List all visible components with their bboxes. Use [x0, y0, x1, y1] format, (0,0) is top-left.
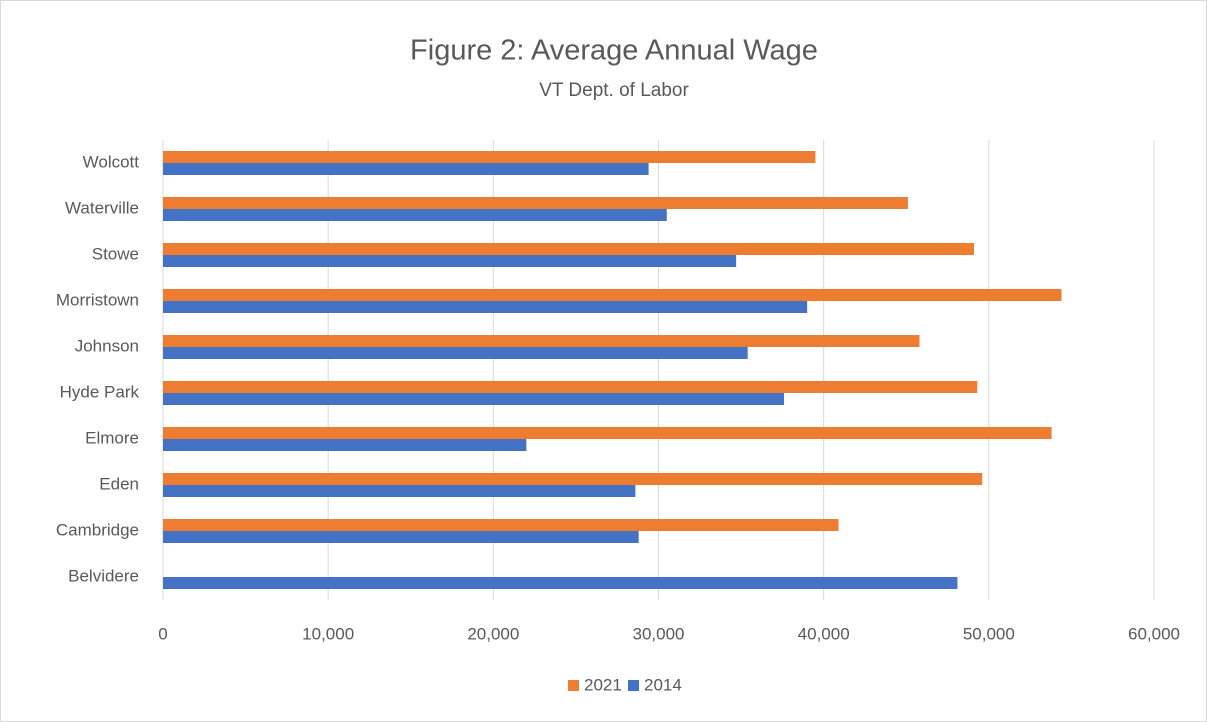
- bar: [163, 393, 785, 405]
- legend-swatch: [628, 680, 639, 691]
- y-tick-label: Johnson: [75, 336, 139, 355]
- legend-label: 2021: [584, 675, 622, 694]
- y-tick-label: Morristown: [56, 290, 139, 309]
- y-tick-label: Hyde Park: [60, 382, 140, 401]
- bar: [163, 531, 639, 543]
- legend-label: 2014: [644, 675, 682, 694]
- bar: [163, 197, 908, 209]
- bar: [163, 427, 1052, 439]
- bar: [163, 381, 978, 393]
- x-tick-label: 10,000: [302, 624, 354, 643]
- x-tick-label: 60,000: [1128, 624, 1180, 643]
- chart-subtitle: VT Dept. of Labor: [539, 80, 689, 101]
- y-tick-label: Belvidere: [68, 566, 139, 585]
- bar: [163, 347, 748, 359]
- y-tick-label: Waterville: [65, 198, 139, 217]
- bar: [163, 301, 808, 313]
- bar: [163, 209, 667, 221]
- y-tick-label: Elmore: [85, 428, 139, 447]
- chart-title: Figure 2: Average Annual Wage: [410, 35, 818, 67]
- y-tick-label: Stowe: [92, 244, 139, 263]
- bar: [163, 519, 839, 531]
- y-tick-label: Cambridge: [56, 520, 139, 539]
- y-tick-label: Wolcott: [83, 152, 140, 171]
- y-tick-label: Eden: [99, 474, 139, 493]
- bar: [163, 577, 958, 589]
- bar: [163, 163, 649, 175]
- bar: [163, 473, 983, 485]
- bar: [163, 243, 974, 255]
- x-tick-label: 20,000: [467, 624, 519, 643]
- bar: [163, 289, 1062, 301]
- x-tick-label: 30,000: [633, 624, 685, 643]
- x-tick-label: 0: [158, 624, 167, 643]
- bar: [163, 255, 737, 267]
- bar: [163, 439, 527, 451]
- x-tick-label: 40,000: [798, 624, 850, 643]
- legend-swatch: [568, 680, 579, 691]
- x-tick-label: 50,000: [963, 624, 1015, 643]
- bar: [163, 485, 636, 497]
- bar: [163, 335, 920, 347]
- bar: [163, 151, 816, 163]
